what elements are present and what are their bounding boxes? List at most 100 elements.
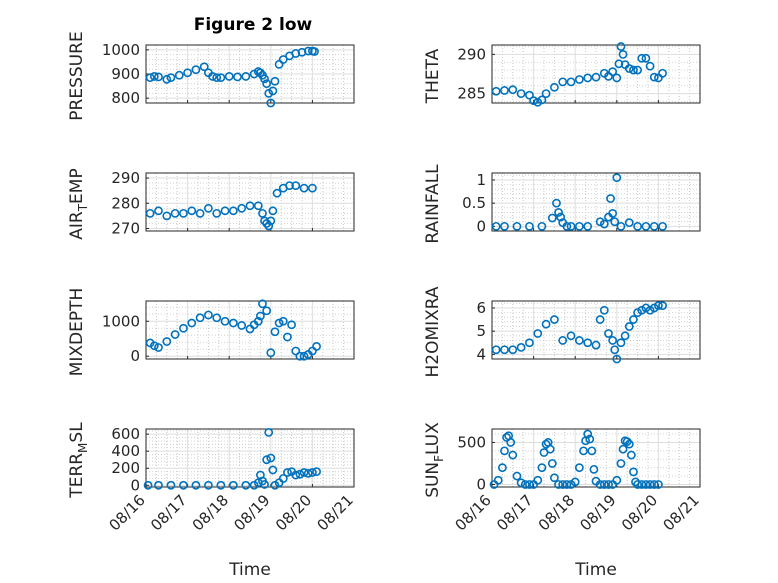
data-point: [268, 206, 278, 216]
data-point: [554, 480, 563, 489]
data-point: [285, 181, 294, 191]
data-point: [629, 315, 638, 324]
x-tick-label: 08/17: [147, 491, 190, 534]
data-point: [547, 459, 557, 468]
plot-area: [146, 429, 354, 487]
data-point: [654, 301, 663, 311]
axes-box: [491, 428, 701, 488]
y-tick-label: 1000: [102, 41, 140, 59]
data-point: [645, 61, 655, 71]
data-point: [562, 480, 572, 489]
data-point: [191, 65, 201, 75]
data-point: [241, 72, 251, 81]
data-point: [508, 85, 518, 95]
data-point: [624, 64, 634, 73]
data-point: [258, 208, 267, 218]
data-point: [307, 183, 317, 193]
y-tick-label: 270: [111, 219, 140, 237]
data-point: [641, 480, 651, 489]
data-point: [525, 90, 534, 100]
data-point: [266, 348, 276, 358]
data-point: [583, 73, 593, 83]
data-point: [270, 76, 280, 86]
subplot-1: 800 900 1000 PRESSURE: [67, 31, 355, 121]
data-point: [179, 323, 188, 333]
data-point: [270, 327, 280, 337]
axes-box: [491, 172, 701, 232]
data-point: [502, 433, 511, 442]
data-point: [262, 455, 272, 465]
data-point: [266, 216, 276, 226]
data-point: [212, 73, 222, 83]
data-point: [253, 316, 263, 326]
data-point: [612, 475, 622, 485]
data-point: [512, 471, 522, 481]
data-point: [604, 480, 613, 489]
x-tick-label: 08/21: [660, 491, 703, 534]
data-point: [191, 480, 201, 490]
data-point: [610, 345, 620, 355]
axes-box: [145, 428, 355, 488]
data-point: [299, 468, 309, 477]
y-axis-label: THETA: [423, 48, 443, 104]
y-tick-label: 0.5: [462, 194, 486, 212]
data-point: [187, 206, 197, 216]
data-point: [291, 470, 301, 480]
data-point: [533, 475, 543, 485]
data-point: [166, 73, 176, 83]
data-point: [295, 351, 305, 361]
plot-area: [146, 301, 354, 359]
data-point: [258, 299, 267, 309]
data-point: [641, 221, 651, 231]
x-tick-label: 08/19: [230, 491, 273, 534]
y-tick-label: 0: [130, 476, 140, 494]
data-point: [491, 345, 501, 355]
data-point: [587, 446, 597, 456]
data-point: [237, 203, 247, 213]
data-point: [550, 82, 559, 92]
data-point: [637, 480, 647, 489]
subplot-6: 4 5 6 H2OMIXRA: [423, 286, 701, 378]
data-point: [537, 463, 547, 473]
data-point: [208, 72, 217, 81]
x-tick-label: 08/18: [535, 491, 578, 534]
data-point: [493, 475, 503, 485]
data-point: [599, 480, 609, 489]
data-point: [154, 343, 163, 352]
y-tick-label: 5: [476, 322, 486, 340]
axes-box: [491, 300, 701, 360]
y-tick-label: 0: [476, 475, 486, 493]
data-point: [525, 221, 534, 231]
data-point: [574, 75, 584, 84]
data-point: [608, 208, 618, 218]
data-point: [500, 221, 509, 231]
data-point: [500, 86, 509, 95]
data-point: [591, 72, 601, 82]
y-axis-label: RAINFALL: [423, 164, 443, 244]
data-point: [624, 322, 634, 331]
data-point: [633, 480, 642, 489]
data-point: [562, 221, 572, 231]
data-point: [574, 336, 584, 345]
data-point: [154, 72, 163, 82]
x-tick-label: 08/16: [452, 491, 495, 534]
data-point: [262, 306, 272, 316]
data-point: [278, 474, 288, 483]
data-point: [574, 221, 584, 231]
data-point: [541, 89, 551, 98]
data-point: [566, 221, 576, 231]
data-point: [283, 468, 292, 477]
data-point: [264, 428, 274, 437]
y-tick-label: 1: [476, 171, 486, 189]
data-point: [599, 305, 609, 315]
data-point: [658, 221, 667, 231]
y-axis-label: MIXDEPTH: [67, 288, 87, 377]
y-tick-label: 280: [111, 194, 140, 212]
data-point: [545, 444, 555, 454]
data-point: [299, 183, 309, 193]
y-tick-label: 6: [476, 299, 486, 317]
data-point: [554, 208, 563, 217]
data-point: [183, 68, 192, 78]
data-point: [558, 336, 568, 345]
data-point: [203, 480, 213, 490]
